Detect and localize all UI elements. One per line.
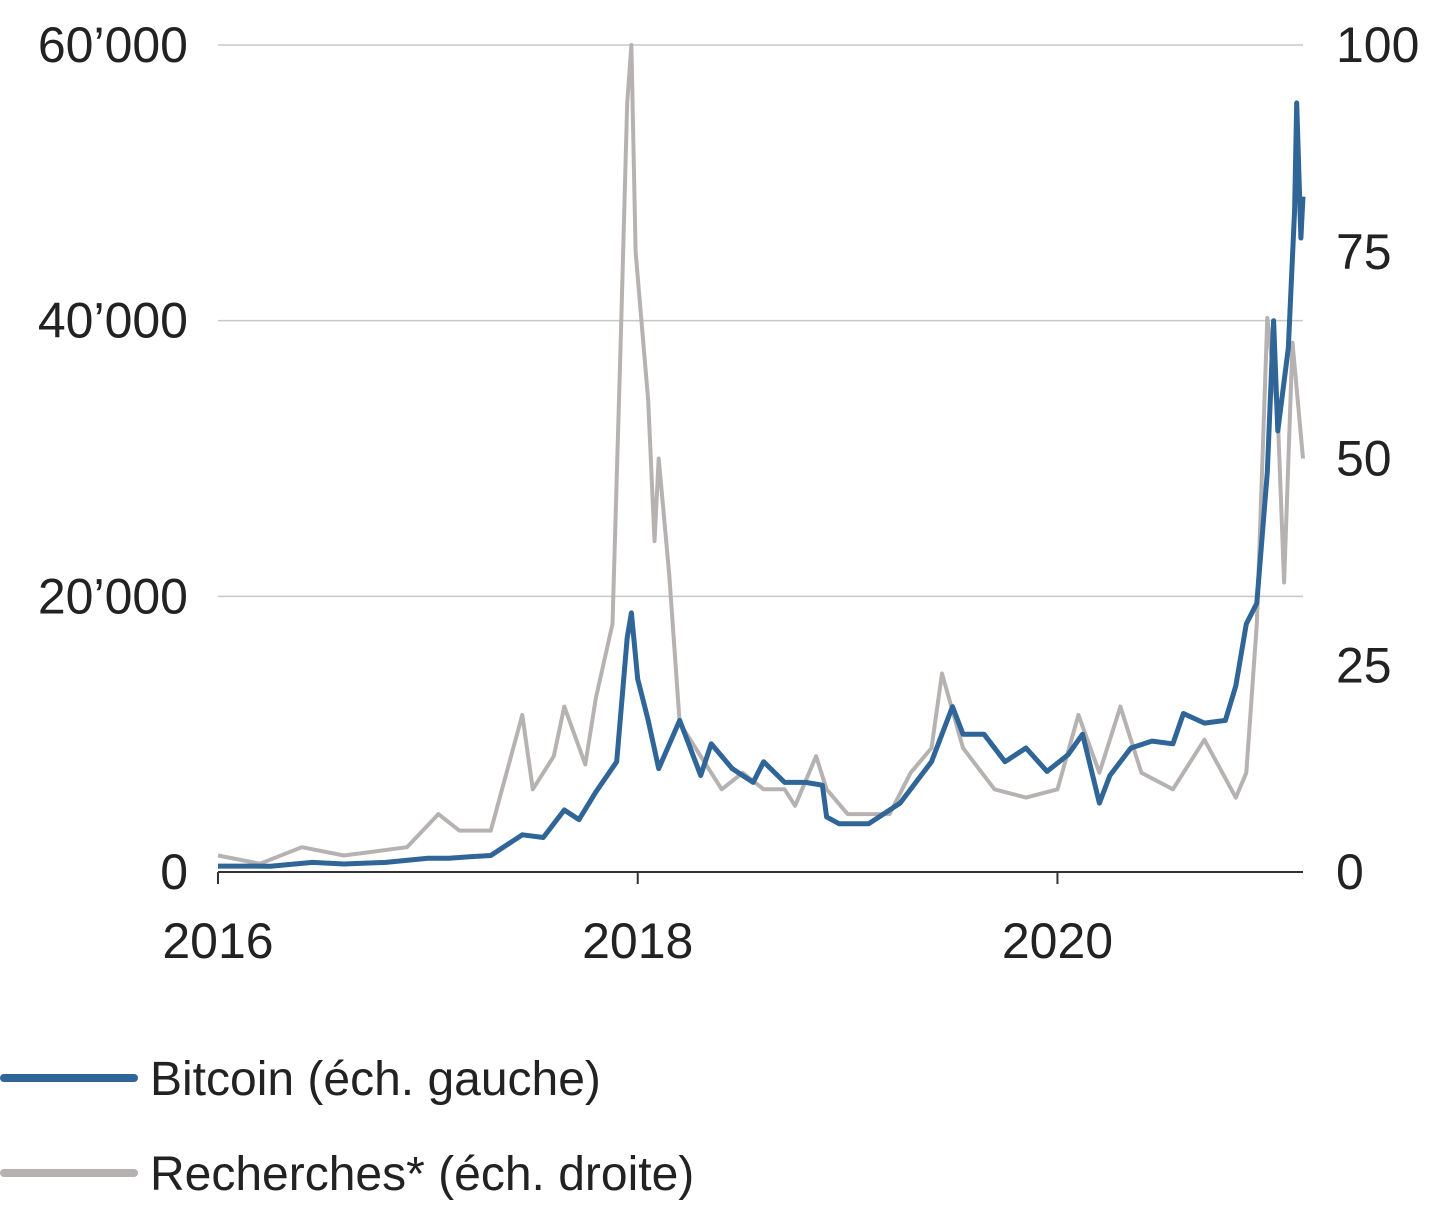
series-lines — [217, 43, 1306, 869]
y-right-tick-label: 50 — [1336, 431, 1392, 487]
y-left-tick-label: 0 — [160, 844, 188, 900]
x-tick-label: 2016 — [162, 913, 273, 969]
x-tick-label: 2018 — [582, 913, 693, 969]
y-right-tick-label: 25 — [1336, 637, 1392, 693]
legend-label-bitcoin: Bitcoin (éch. gauche) — [150, 1053, 601, 1106]
x-tick-label: 2020 — [1002, 913, 1113, 969]
axes: 0 20’000 40’000 60’000 0 25 50 75 100 2016 2018 202… — [38, 17, 1420, 969]
searches-line — [217, 43, 1305, 866]
y-left-tick-label: 20’000 — [38, 568, 188, 624]
y-left-tick-label: 60’000 — [38, 17, 188, 73]
gridlines — [218, 44, 1303, 598]
y-right-tick-label: 0 — [1336, 844, 1364, 900]
y-left-tick-label: 40’000 — [38, 293, 188, 349]
legend: Bitcoin (éch. gauche) Recherches* (éch. d… — [0, 1053, 694, 1201]
bitcoin-line — [217, 100, 1306, 869]
y-right-tick-label: 75 — [1336, 224, 1392, 280]
legend-label-searches: Recherches* (éch. droite) — [150, 1148, 694, 1201]
y-right-tick-label: 100 — [1336, 17, 1419, 73]
